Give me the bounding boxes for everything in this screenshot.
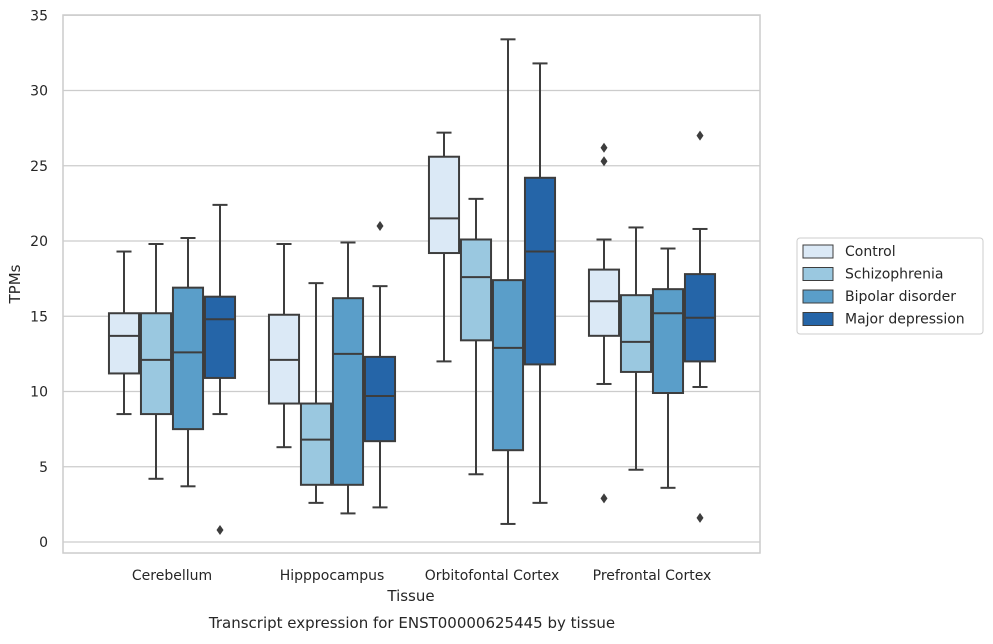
iqr-box <box>619 294 653 373</box>
box-control <box>267 243 301 449</box>
iqr-box <box>203 295 237 379</box>
x-tick-label: Cerebellum <box>132 568 212 584</box>
iqr-box <box>491 279 525 452</box>
y-axis-label: TPMs <box>6 264 24 304</box>
box-schizophrenia <box>459 197 493 476</box>
outlier-point <box>696 512 704 523</box>
box-bipolar-disorder <box>491 38 525 525</box>
outlier-point <box>600 142 608 153</box>
y-tick-label: 20 <box>30 234 48 250</box>
box-major-depression <box>523 62 557 504</box>
box-bipolar-disorder <box>331 241 365 515</box>
iqr-box <box>363 355 397 443</box>
y-tick-label: 10 <box>30 385 48 401</box>
legend-swatch <box>802 244 834 259</box>
y-tick-label: 25 <box>30 159 48 175</box>
iqr-box <box>587 268 621 337</box>
iqr-box <box>139 312 173 416</box>
y-tick-label: 0 <box>39 535 48 551</box>
x-tick-label: Prefrontal Cortex <box>593 568 712 584</box>
iqr-box <box>331 297 365 486</box>
legend: Control Schizophrenia Bipolar disorder Majo… <box>796 237 984 335</box>
y-tick-label: 35 <box>30 8 48 24</box>
legend-swatch <box>802 289 834 304</box>
y-tick-label: 5 <box>39 460 48 476</box>
legend-swatch <box>802 312 834 326</box>
box-schizophrenia <box>299 282 333 504</box>
iqr-box <box>107 312 141 375</box>
plot-frame <box>62 14 761 554</box>
x-tick-label: Orbitofontal Cortex <box>425 568 560 584</box>
outlier-point <box>600 493 608 504</box>
box-bipolar-disorder <box>651 247 685 489</box>
x-tick-label: Hipppocampus <box>280 568 385 584</box>
box-plot-marks <box>107 38 717 535</box>
outlier-point <box>216 524 224 535</box>
y-axis-ticks: 0 5 10 15 20 25 30 35 <box>30 8 48 551</box>
outlier-point <box>376 220 384 231</box>
grid-lines <box>63 14 760 543</box>
iqr-box <box>459 238 493 342</box>
legend-swatch <box>802 267 834 281</box>
legend-frame <box>796 237 984 335</box>
y-tick-label: 30 <box>30 84 48 100</box>
iqr-box <box>171 286 205 431</box>
outlier-point <box>696 130 704 141</box>
x-axis-ticks: Cerebellum Hipppocampus Orbitofontal Corte… <box>132 568 711 584</box>
box-major-depression <box>363 220 397 509</box>
box-schizophrenia <box>139 243 173 480</box>
legend-label: Bipolar disorder <box>845 289 956 305</box>
box-bipolar-disorder <box>171 236 205 488</box>
box-major-depression <box>683 130 717 523</box>
legend-label: Major depression <box>845 312 965 328</box>
iqr-box <box>651 288 685 395</box>
box-control <box>587 142 621 504</box>
x-axis-label: Tissue <box>386 587 434 605</box>
legend-label: Schizophrenia <box>845 267 943 283</box>
iqr-box <box>427 155 461 255</box>
outlier-point <box>600 156 608 167</box>
box-schizophrenia <box>619 226 653 471</box>
box-control <box>107 250 141 416</box>
box-control <box>427 131 461 363</box>
legend-label: Control <box>845 244 896 260</box>
iqr-box <box>523 176 557 366</box>
chart-caption: Transcript expression for ENST0000062544… <box>208 614 615 632</box>
iqr-box <box>299 402 333 486</box>
y-tick-label: 15 <box>30 309 48 325</box>
box-major-depression <box>203 203 237 535</box>
